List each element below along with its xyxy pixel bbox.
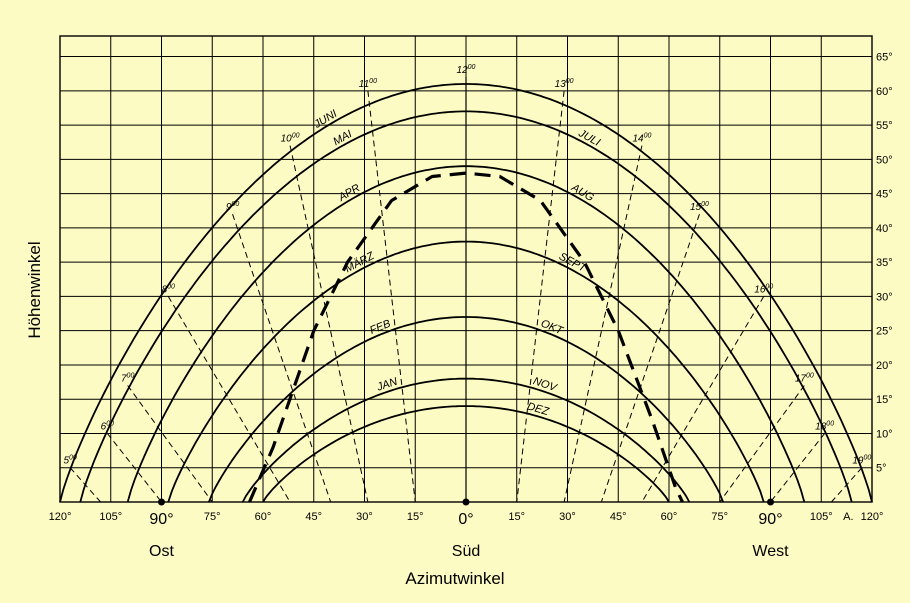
month-curve [262, 405, 670, 503]
x-tick-label: 120° [49, 511, 72, 523]
x-tick-label: 105° [810, 511, 833, 523]
y-tick-label: 40° [876, 223, 893, 235]
axis-marker [158, 498, 165, 506]
y-tick-label: 5° [876, 463, 887, 475]
month-curve [126, 165, 806, 503]
hour-superscript: 00 [806, 373, 814, 380]
hour-line [600, 214, 700, 503]
hour-superscript: 00 [826, 420, 834, 427]
y-tick-label: 60° [876, 86, 893, 98]
x-tick-label: 45° [610, 511, 627, 523]
hour-label: 1000 [281, 133, 300, 145]
month-label: MÄRZ [343, 249, 377, 275]
x-tick-label: 75° [711, 511, 728, 523]
x-tick-label: 75° [204, 511, 221, 523]
axis-marker [767, 498, 774, 506]
hour-superscript: 00 [167, 283, 175, 290]
x-tick-label: 15° [508, 511, 525, 523]
direction-label: Ost [149, 543, 174, 560]
month-curve [167, 240, 765, 503]
axis-marker [462, 498, 470, 506]
axes [59, 35, 873, 506]
x-tick-label: 15° [407, 511, 424, 523]
x-tick-label: 30° [356, 511, 373, 523]
hour-line [563, 145, 643, 503]
hour-superscript: 00 [231, 201, 239, 208]
hour-label: 1900 [852, 455, 871, 467]
hour-label: 900 [226, 201, 239, 213]
x-tick-label: 105° [99, 511, 122, 523]
hour-line [367, 90, 416, 503]
x-tick-label: 45° [305, 511, 322, 523]
hour-line [770, 433, 826, 503]
hour-superscript: 00 [864, 455, 872, 462]
x-tick-label: 90° [149, 511, 173, 528]
y-tick-label: 25° [876, 326, 893, 338]
hour-superscript: 00 [127, 373, 135, 380]
month-curve [79, 110, 853, 503]
hour-superscript: 00 [106, 420, 114, 427]
y-tick-label: 50° [876, 154, 893, 166]
hour-label: 800 [162, 283, 175, 295]
x-tick-label: 0° [458, 511, 473, 528]
hour-superscript: 00 [69, 455, 77, 462]
month-curve [59, 83, 873, 503]
hour-line [289, 145, 369, 503]
hour-line [719, 385, 805, 503]
y-tick-label: 35° [876, 257, 893, 269]
hour-label: 1800 [815, 420, 834, 432]
y-tick-label: 45° [876, 189, 893, 201]
direction-label: Süd [452, 543, 480, 560]
x-tick-label: 90° [758, 511, 782, 528]
y-tick-label: 20° [876, 360, 893, 372]
hour-label: 1700 [795, 373, 814, 385]
hour-label: 1300 [555, 78, 574, 90]
x-tick-label: 120° [861, 511, 884, 523]
month-curves [59, 83, 873, 503]
hour-label: 1400 [632, 133, 651, 145]
month-curve [241, 377, 691, 503]
hour-superscript: 00 [701, 201, 709, 208]
y-tick-label: 10° [876, 428, 893, 440]
hour-line [516, 90, 565, 503]
y-tick-label: 15° [876, 394, 893, 406]
month-label: SEPT [557, 251, 589, 276]
x-tick-label: 60° [661, 511, 678, 523]
hour-superscript: 00 [644, 133, 652, 140]
direction-label: West [752, 543, 789, 560]
hour-superscript: 00 [369, 78, 377, 85]
hour-lines [69, 77, 863, 503]
y-tick-label: 55° [876, 120, 893, 132]
hour-label: 1200 [457, 64, 476, 76]
hour-superscript: 00 [566, 78, 574, 85]
obstruction-curve-group [248, 171, 684, 503]
hour-line [232, 214, 332, 503]
x-axis-title: Azimutwinkel [405, 569, 504, 588]
hour-superscript: 00 [765, 283, 773, 290]
x-tick-label: 30° [559, 511, 576, 523]
obstruction-curve [248, 171, 684, 503]
hour-label: 500 [63, 455, 76, 467]
hour-label: 1100 [359, 78, 377, 90]
hour-superscript: 00 [292, 133, 300, 140]
y-axis-title: Höhenwinkel [25, 241, 44, 338]
month-curve [208, 316, 724, 503]
y-tick-label: 65° [876, 52, 893, 64]
y-tick-label: 30° [876, 291, 893, 303]
x-extra-label: A. [843, 511, 853, 523]
x-tick-label: 60° [255, 511, 272, 523]
hour-line [127, 385, 213, 503]
hour-superscript: 00 [468, 64, 476, 71]
hour-line [106, 433, 162, 503]
